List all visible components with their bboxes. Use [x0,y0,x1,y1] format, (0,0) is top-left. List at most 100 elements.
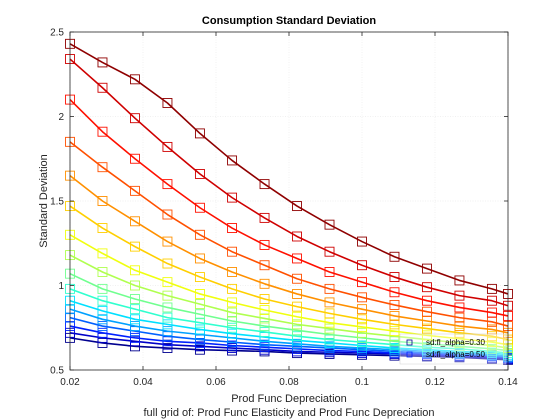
data-point [130,280,140,291]
data-point [454,302,465,313]
data-point [130,185,140,196]
data-point [259,305,270,315]
data-point [486,331,497,342]
data-point [292,231,302,242]
data-point [422,330,432,341]
data-point [259,294,270,304]
data-point [227,316,238,326]
data-point [389,310,400,321]
data-point [97,295,108,306]
legend-entry-1: sd:fl_alpha=0.30 [426,338,485,347]
data-point [97,305,108,316]
data-point [259,239,270,250]
data-point [389,287,400,298]
series-16 [65,38,513,299]
data-point [486,337,497,348]
data-point [194,229,205,240]
data-point [422,295,432,306]
data-point [486,295,497,306]
data-point [324,323,335,334]
data-point [292,311,302,322]
x-tick-label: 0.12 [425,377,445,388]
data-point [227,283,238,294]
series-layer [65,38,513,365]
y-tick-label: 1.5 [50,197,64,208]
data-point [130,74,140,85]
data-point [227,267,238,277]
data-point [130,153,140,164]
series-line [69,254,509,349]
data-point [130,241,140,252]
data-point [292,201,302,212]
data-point [292,319,302,330]
legend: sd:fl_alpha=0.30 sd:fl_alpha=0.50 [399,333,507,365]
x-tick-label: 0.14 [498,377,518,388]
series-line [69,175,509,334]
legend-marker-1 [406,339,413,346]
data-point [130,332,140,343]
data-point [357,277,367,288]
y-tick-label: 1 [58,281,64,292]
data-point [227,328,238,339]
series-line [69,332,509,360]
data-point [194,272,205,282]
data-point [97,327,108,338]
data-point [162,312,173,323]
data-point [357,236,367,247]
data-point [194,169,205,179]
x-tick-label: 0.1 [355,377,369,388]
data-point [422,306,432,317]
data-point [162,302,173,313]
series-line [69,141,509,327]
series-line [69,43,509,295]
data-point [259,313,270,324]
data-point [130,314,140,325]
data-point [389,299,400,310]
data-point [486,283,497,294]
data-point [227,246,238,257]
data-point [259,278,270,289]
data-point [97,82,108,93]
data-point [292,301,302,312]
data-point [454,321,465,332]
data-point [389,326,400,337]
series-line [69,234,509,346]
data-point [422,263,432,274]
data-point [292,331,302,342]
data-point [292,325,302,336]
data-point [97,162,108,173]
series-9 [65,250,513,353]
data-point [357,260,367,271]
x-tick-label: 0.04 [133,377,153,388]
data-point [162,179,173,190]
data-point [357,292,367,303]
data-point [194,317,205,328]
x-tick-label: 0.08 [279,377,299,388]
x-tick-label: 0.02 [60,377,80,388]
data-point [162,141,173,152]
data-point [194,299,205,310]
legend-entry-2: sd:fl_alpha=0.50 [426,350,485,359]
series-line [69,325,509,359]
data-point [162,326,173,337]
data-point [162,236,173,247]
data-point [259,260,270,271]
data-point [97,57,108,68]
chart-title: Consumption Standard Deviation [202,15,376,27]
data-point [454,290,465,301]
series-11 [65,201,513,345]
data-point [292,253,302,264]
data-point [324,219,335,230]
data-point [130,216,140,227]
data-point [259,327,270,337]
data-point [324,246,335,257]
figure-footnote: full grid of: Prod Func Elasticity and P… [143,407,434,419]
data-point [357,314,367,325]
data-point [227,307,238,318]
data-point [97,283,108,294]
data-point [97,321,108,332]
series-line [69,288,509,354]
y-axis-label: Standard Deviation [38,154,50,248]
